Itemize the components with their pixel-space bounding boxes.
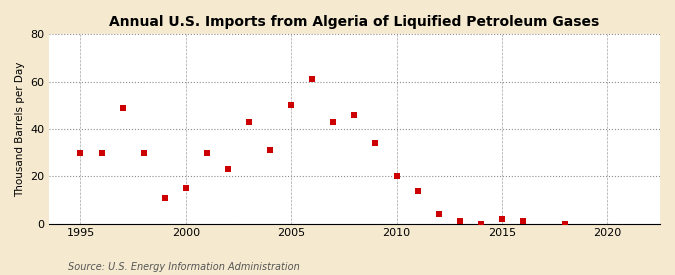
Point: [223, 167, 234, 172]
Point: [159, 196, 170, 200]
Point: [286, 103, 296, 108]
Point: [96, 151, 107, 155]
Point: [392, 174, 402, 179]
Point: [265, 148, 275, 153]
Point: [202, 151, 213, 155]
Title: Annual U.S. Imports from Algeria of Liquified Petroleum Gases: Annual U.S. Imports from Algeria of Liqu…: [109, 15, 599, 29]
Point: [349, 113, 360, 117]
Point: [454, 219, 465, 224]
Point: [433, 212, 444, 216]
Point: [117, 106, 128, 110]
Point: [370, 141, 381, 145]
Point: [138, 151, 149, 155]
Point: [328, 120, 339, 124]
Text: Source: U.S. Energy Information Administration: Source: U.S. Energy Information Administ…: [68, 262, 299, 272]
Point: [560, 222, 570, 226]
Point: [475, 222, 486, 226]
Point: [412, 188, 423, 193]
Point: [180, 186, 191, 191]
Y-axis label: Thousand Barrels per Day: Thousand Barrels per Day: [15, 61, 25, 197]
Point: [307, 77, 318, 82]
Point: [75, 151, 86, 155]
Point: [244, 120, 254, 124]
Point: [497, 217, 508, 221]
Point: [518, 219, 529, 224]
